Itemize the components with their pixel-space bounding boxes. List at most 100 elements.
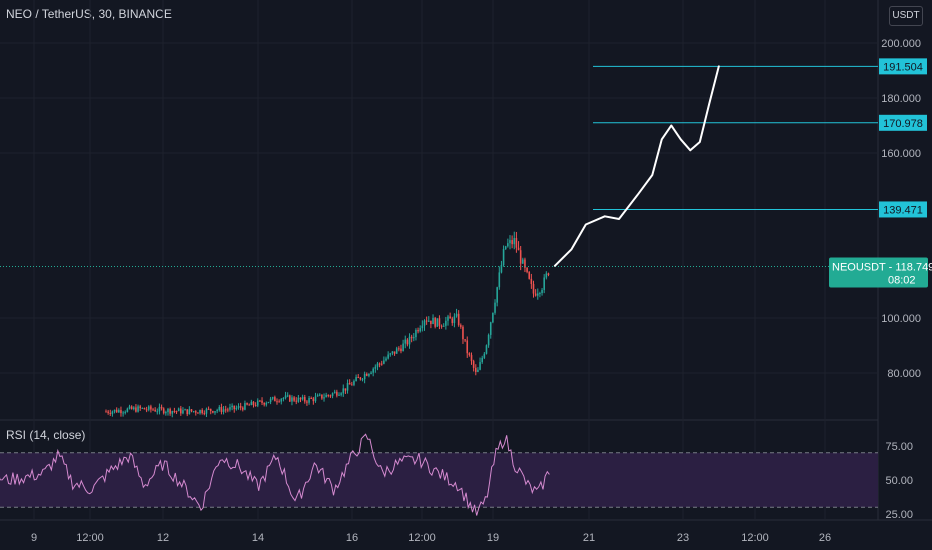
candle-body — [393, 351, 396, 354]
candle-body — [333, 391, 336, 394]
candle-body — [152, 409, 154, 411]
candle-body — [541, 289, 543, 293]
candle-body — [237, 406, 240, 408]
candle-body — [156, 411, 159, 413]
candle-body — [109, 412, 112, 414]
candle-body — [276, 401, 278, 403]
x-tick-label: 21 — [583, 532, 595, 544]
candle-body — [442, 325, 445, 327]
target-label: 191.504 — [883, 61, 923, 73]
currency-badge[interactable]: USDT — [889, 6, 923, 26]
candle-body — [235, 407, 238, 410]
candle-body — [220, 407, 223, 412]
candle-body — [470, 355, 473, 362]
candle-body — [468, 353, 471, 356]
candle-body — [314, 396, 317, 402]
x-tick-label: 9 — [31, 532, 37, 544]
candle-body — [312, 398, 315, 402]
candle-body — [432, 317, 434, 325]
rsi-title: RSI (14, close) — [6, 428, 86, 442]
candle-body — [299, 397, 302, 400]
candle-body — [115, 409, 118, 413]
candle-body — [455, 313, 458, 317]
candle-body — [481, 357, 483, 363]
candle-body — [282, 397, 285, 399]
candle-body — [177, 408, 180, 412]
candle-body — [122, 412, 124, 414]
candle-body — [295, 400, 298, 402]
candle-body — [190, 409, 193, 412]
candle-body — [355, 377, 357, 381]
candle-body — [457, 313, 460, 326]
candle-body — [338, 394, 340, 396]
candle-body — [246, 403, 248, 405]
candle-body — [398, 348, 400, 350]
candle-body — [143, 407, 146, 410]
candle-body — [216, 410, 218, 412]
projection-line — [553, 65, 720, 267]
candle-body — [321, 394, 323, 399]
candle-body — [536, 293, 539, 296]
candle-body — [229, 407, 231, 410]
candle-body — [430, 320, 432, 325]
candle-body — [427, 320, 430, 322]
candle-body — [530, 278, 533, 284]
candle-body — [489, 322, 492, 335]
candle-body — [173, 411, 176, 413]
candle-body — [218, 407, 221, 411]
candle-body — [256, 400, 259, 406]
target-label-bg — [879, 201, 927, 218]
candle-body — [406, 339, 409, 345]
candle-body — [278, 401, 280, 403]
candle-body — [483, 353, 486, 358]
target-label-bg — [879, 58, 927, 75]
candle-body — [160, 406, 163, 409]
target-label: 170.978 — [883, 118, 923, 130]
candle-body — [111, 411, 114, 414]
candle-body — [492, 312, 494, 323]
candle-body — [124, 411, 127, 413]
chart-title: NEO / TetherUS, 30, BINANCE — [6, 7, 172, 21]
candle-body — [500, 265, 503, 273]
candle-body — [408, 336, 411, 345]
candle-body — [451, 318, 454, 324]
candle-body — [252, 401, 255, 406]
current-price-label-bg — [829, 257, 928, 288]
candle-body — [316, 395, 319, 397]
candle-body — [515, 238, 518, 248]
candle-body — [383, 360, 385, 364]
candle-body — [440, 325, 443, 327]
candle-body — [184, 409, 186, 411]
candle-body — [141, 407, 144, 409]
candle-body — [227, 409, 229, 411]
candle-body — [158, 406, 161, 412]
candle-body — [209, 408, 212, 412]
candle-body — [201, 409, 203, 414]
y-tick-label: 160.000 — [881, 148, 921, 160]
candle-body — [460, 325, 462, 327]
candle-body — [370, 372, 372, 374]
candle-body — [376, 363, 379, 367]
candle-body — [519, 250, 522, 264]
candle-body — [417, 330, 419, 332]
x-tick-label: 26 — [819, 532, 831, 544]
candle-body — [150, 406, 152, 410]
candle-body — [385, 358, 387, 361]
candle-body — [389, 353, 392, 355]
candle-body — [380, 363, 383, 365]
x-tick-label: 12:00 — [408, 532, 436, 544]
candle-body — [351, 384, 353, 386]
candle-body — [175, 411, 178, 413]
y-tick-label: 200.000 — [881, 38, 921, 50]
candle-body — [532, 283, 535, 294]
candle-body — [436, 318, 439, 327]
x-tick-label: 12:00 — [76, 532, 104, 544]
candle-body — [180, 408, 182, 414]
candle-body — [361, 379, 364, 381]
candle-body — [265, 402, 268, 405]
candle-body — [419, 328, 422, 332]
candle-body — [105, 411, 107, 413]
candle-body — [192, 411, 195, 413]
candle-body — [445, 320, 447, 326]
